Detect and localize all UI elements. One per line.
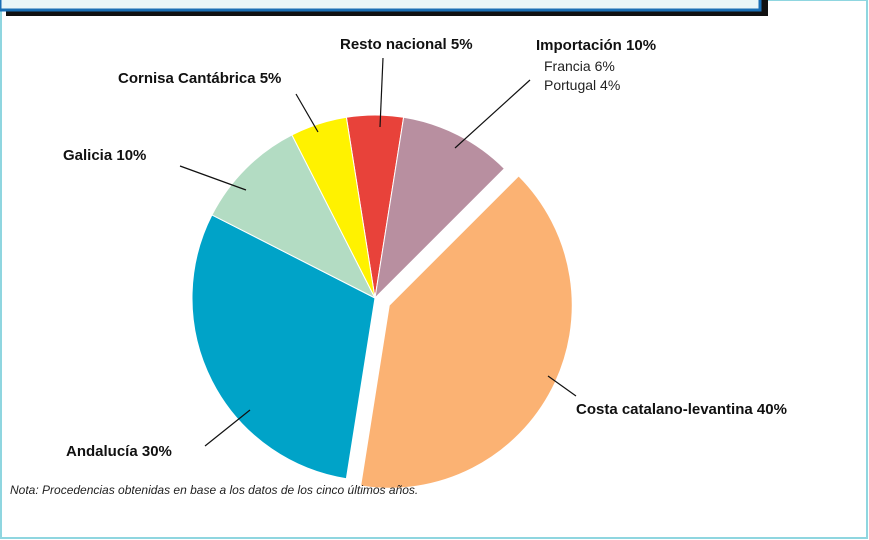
breakdown-name: Portugal <box>544 77 596 93</box>
labels: Resto nacional 5% Importación 10% Costa ca… <box>63 36 787 460</box>
slice-name: Costa catalano-levantina <box>576 401 753 418</box>
slice-value: 5% <box>260 70 282 87</box>
pie-slice <box>374 116 506 300</box>
pie-slice <box>191 214 376 480</box>
leader-line <box>547 375 577 397</box>
breakdown-value: 4% <box>600 77 620 93</box>
slice-name: Andalucía <box>66 443 138 460</box>
slice-label: Resto nacional 5% <box>340 36 473 53</box>
slice-name: Galicia <box>63 147 113 164</box>
breakdown-label: Francia 6% <box>544 58 615 74</box>
breakdown-value: 6% <box>595 58 615 74</box>
slice-label: Galicia 10% <box>63 147 146 164</box>
pie <box>191 114 573 489</box>
header-box <box>0 0 762 12</box>
slice-label: Costa catalano-levantina 40% <box>576 401 787 418</box>
breakdown-name: Francia <box>544 58 591 74</box>
breakdown-label: Portugal 4% <box>544 77 620 93</box>
leader-line <box>179 165 247 191</box>
slice-label: Cornisa Cantábrica 5% <box>118 70 281 87</box>
slice-label: Andalucía 30% <box>66 443 172 460</box>
leader-line <box>454 79 531 149</box>
leader-line <box>295 93 319 133</box>
leader-line <box>204 409 251 447</box>
pie-slice <box>360 175 573 489</box>
note: Nota: Procedencias obtenidas en base a l… <box>10 483 418 497</box>
leader-line <box>379 57 384 128</box>
slice-label: Importación 10% <box>536 37 656 54</box>
slice-value: 5% <box>451 36 473 53</box>
slice-value: 10% <box>116 147 146 164</box>
pie-slice <box>211 134 377 300</box>
slice-name: Resto nacional <box>340 36 447 53</box>
slice-name: Cornisa Cantábrica <box>118 70 256 87</box>
slice-value: 30% <box>142 443 172 460</box>
slice-value: 40% <box>757 401 787 418</box>
slice-name: Importación <box>536 37 622 54</box>
slice-value: 10% <box>626 37 656 54</box>
pie-slice <box>291 116 376 299</box>
